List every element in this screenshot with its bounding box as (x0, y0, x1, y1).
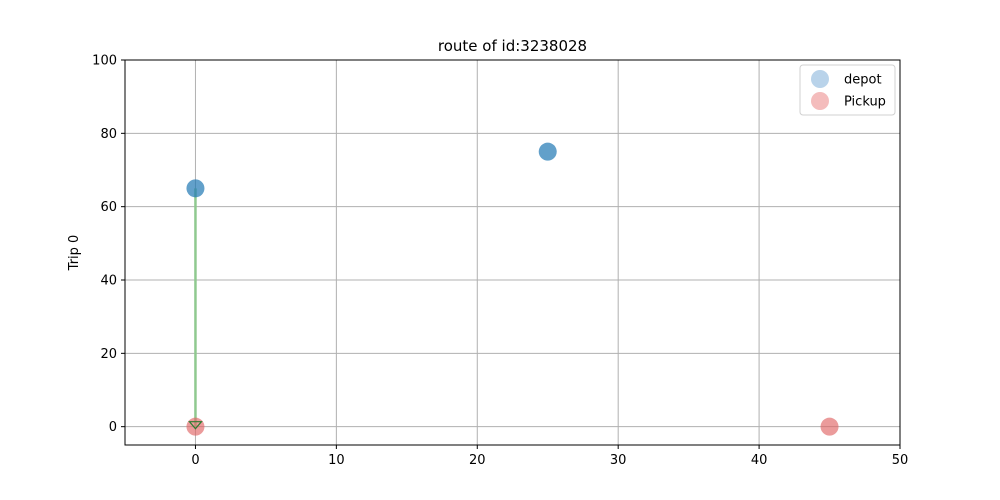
x-tick-label: 0 (191, 453, 199, 468)
grid (125, 59, 901, 445)
y-tick-label: 0 (109, 420, 117, 435)
route-arrowhead (188, 421, 203, 430)
legend-label: Pickup (844, 95, 886, 110)
y-axis-label: Trip 0 (67, 235, 82, 272)
depot-point (186, 179, 205, 198)
y-tick-label: 20 (100, 347, 117, 362)
y-tick-label: 40 (100, 274, 117, 289)
x-tick-label: 40 (751, 453, 768, 468)
legend: depot Pickup (799, 64, 896, 116)
legend-marker (811, 70, 829, 88)
legend-marker (811, 92, 829, 110)
x-tick-label: 30 (610, 453, 627, 468)
pickup-point (186, 417, 205, 436)
chart-title: route of id:3238028 (438, 37, 587, 55)
y-tick-label: 60 (100, 200, 117, 215)
y-tick-label: 100 (92, 54, 117, 69)
y-tick-label: 80 (100, 127, 117, 142)
legend-label: depot (844, 73, 882, 88)
x-tick-label: 10 (328, 453, 345, 468)
plot-frame (124, 59, 901, 446)
pickup-point (820, 417, 839, 436)
depot-point (538, 142, 557, 161)
x-tick-label: 20 (469, 453, 486, 468)
x-tick-label: 50 (892, 453, 909, 468)
axis-ticks: 0 10 20 30 40 50 0 20 40 60 80 100 (92, 54, 908, 469)
